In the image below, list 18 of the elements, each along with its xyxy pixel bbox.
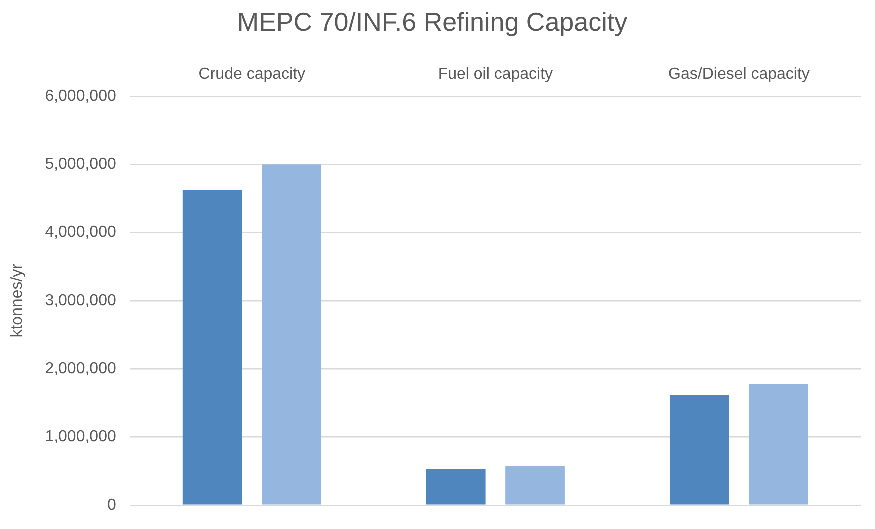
y-tick-label: 0	[107, 496, 116, 514]
chart-title: MEPC 70/INF.6 Refining Capacity	[237, 6, 628, 37]
bar	[182, 190, 242, 505]
y-tick-label: 6,000,000	[45, 88, 116, 105]
y-tick-label: 3,000,000	[45, 292, 116, 310]
x-tick-label: Gas/Diesel capacity	[668, 66, 810, 84]
y-tick-label: 1,000,000	[45, 428, 116, 446]
x-tick-label: Crude capacity	[198, 66, 306, 84]
y-axis-title: ktonnes/yr	[9, 263, 26, 338]
x-tick-label: Fuel oil capacity	[438, 66, 554, 84]
bar	[426, 469, 486, 505]
bar	[506, 466, 565, 505]
y-tick-label: 2,000,000	[45, 360, 116, 378]
y-tick-label: 4,000,000	[45, 224, 116, 242]
y-tick-label: 5,000,000	[45, 156, 116, 173]
bar	[749, 384, 808, 505]
bar	[262, 164, 322, 505]
bar	[670, 394, 730, 505]
